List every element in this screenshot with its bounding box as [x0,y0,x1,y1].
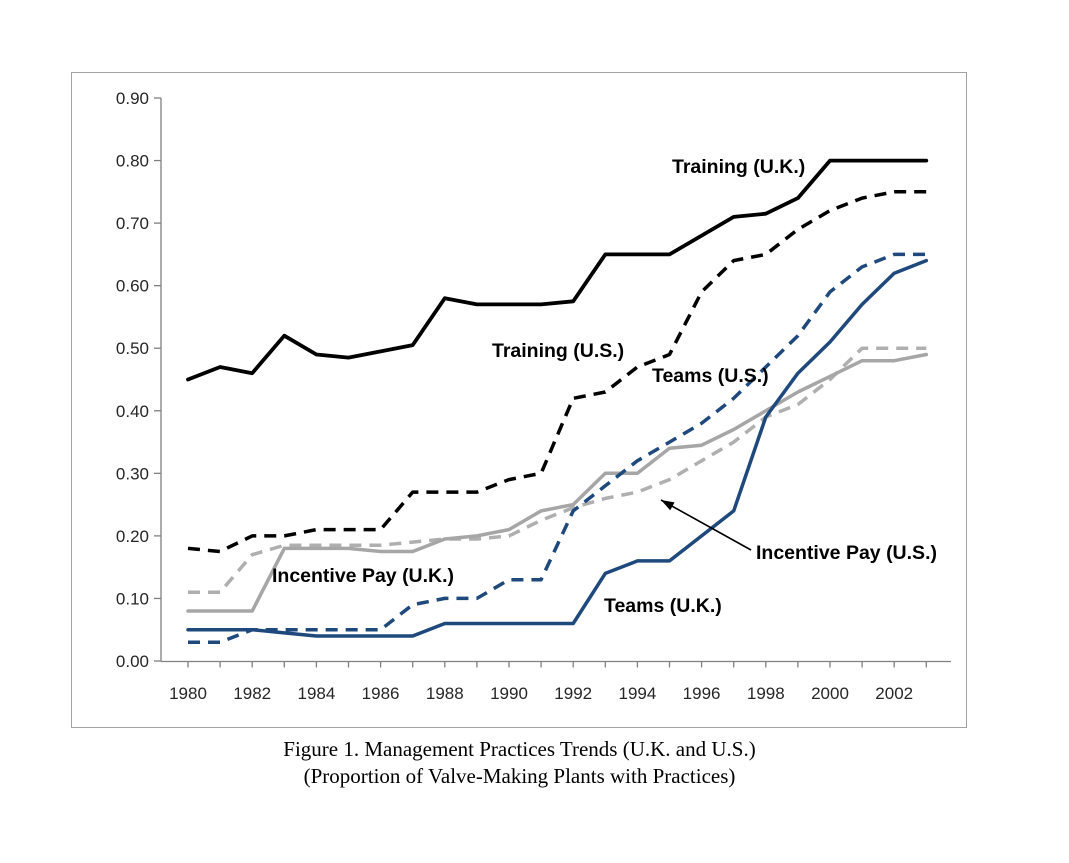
series-label-teams-us: Teams (U.S.) [652,365,769,387]
x-tick-label: 1992 [554,684,592,703]
y-tick-label: 0.50 [116,339,149,358]
chart-frame [71,72,967,728]
series-label-training-uk: Training (U.K.) [672,156,805,178]
x-tick-label: 1994 [618,684,656,703]
x-tick-label: 1986 [362,684,400,703]
series-line-incentive-pay-us [188,346,927,594]
series-line-training-uk [186,158,929,382]
annotation-arrowhead-incentive-pay-us [661,500,675,511]
y-tick-label: 0.30 [116,464,149,483]
x-tick-label: 2002 [875,684,913,703]
x-tick-label: 1988 [426,684,464,703]
y-tick-label: 0.20 [116,527,149,546]
x-tick-label: 1984 [297,684,335,703]
x-tick-label: 1980 [169,684,207,703]
x-tick-label: 2000 [811,684,849,703]
figure-caption: Figure 1. Management Practices Trends (U… [71,736,968,790]
series-line-training-us [187,190,927,554]
y-tick-label: 0.70 [116,214,149,233]
x-tick-label: 1982 [233,684,271,703]
y-tick-label: 0.90 [116,89,149,108]
series-line-teams-uk [186,258,929,638]
x-tick-label: 1998 [747,684,785,703]
y-tick-label: 0.10 [116,589,149,608]
series-label-teams-uk: Teams (U.K.) [604,595,722,617]
figure-caption-line1: Figure 1. Management Practices Trends (U… [283,737,756,761]
series-label-incentive-pay-us: Incentive Pay (U.S.) [756,542,937,564]
y-tick-label: 0.00 [116,652,149,671]
series-line-teams-us [188,252,927,644]
annotation-arrow-incentive-pay-us [660,499,752,551]
y-tick-label: 0.40 [116,402,149,421]
x-tick-label: 1990 [490,684,528,703]
x-tick-label: 1996 [683,684,721,703]
series-label-incentive-pay-uk: Incentive Pay (U.K.) [272,565,454,587]
figure-caption-line2: (Proportion of Valve-Making Plants with … [303,764,736,788]
y-tick-label: 0.80 [116,152,149,171]
series-line-incentive-pay-uk [186,352,929,613]
series-label-training-us: Training (U.S.) [492,340,624,362]
y-tick-label: 0.60 [116,277,149,296]
